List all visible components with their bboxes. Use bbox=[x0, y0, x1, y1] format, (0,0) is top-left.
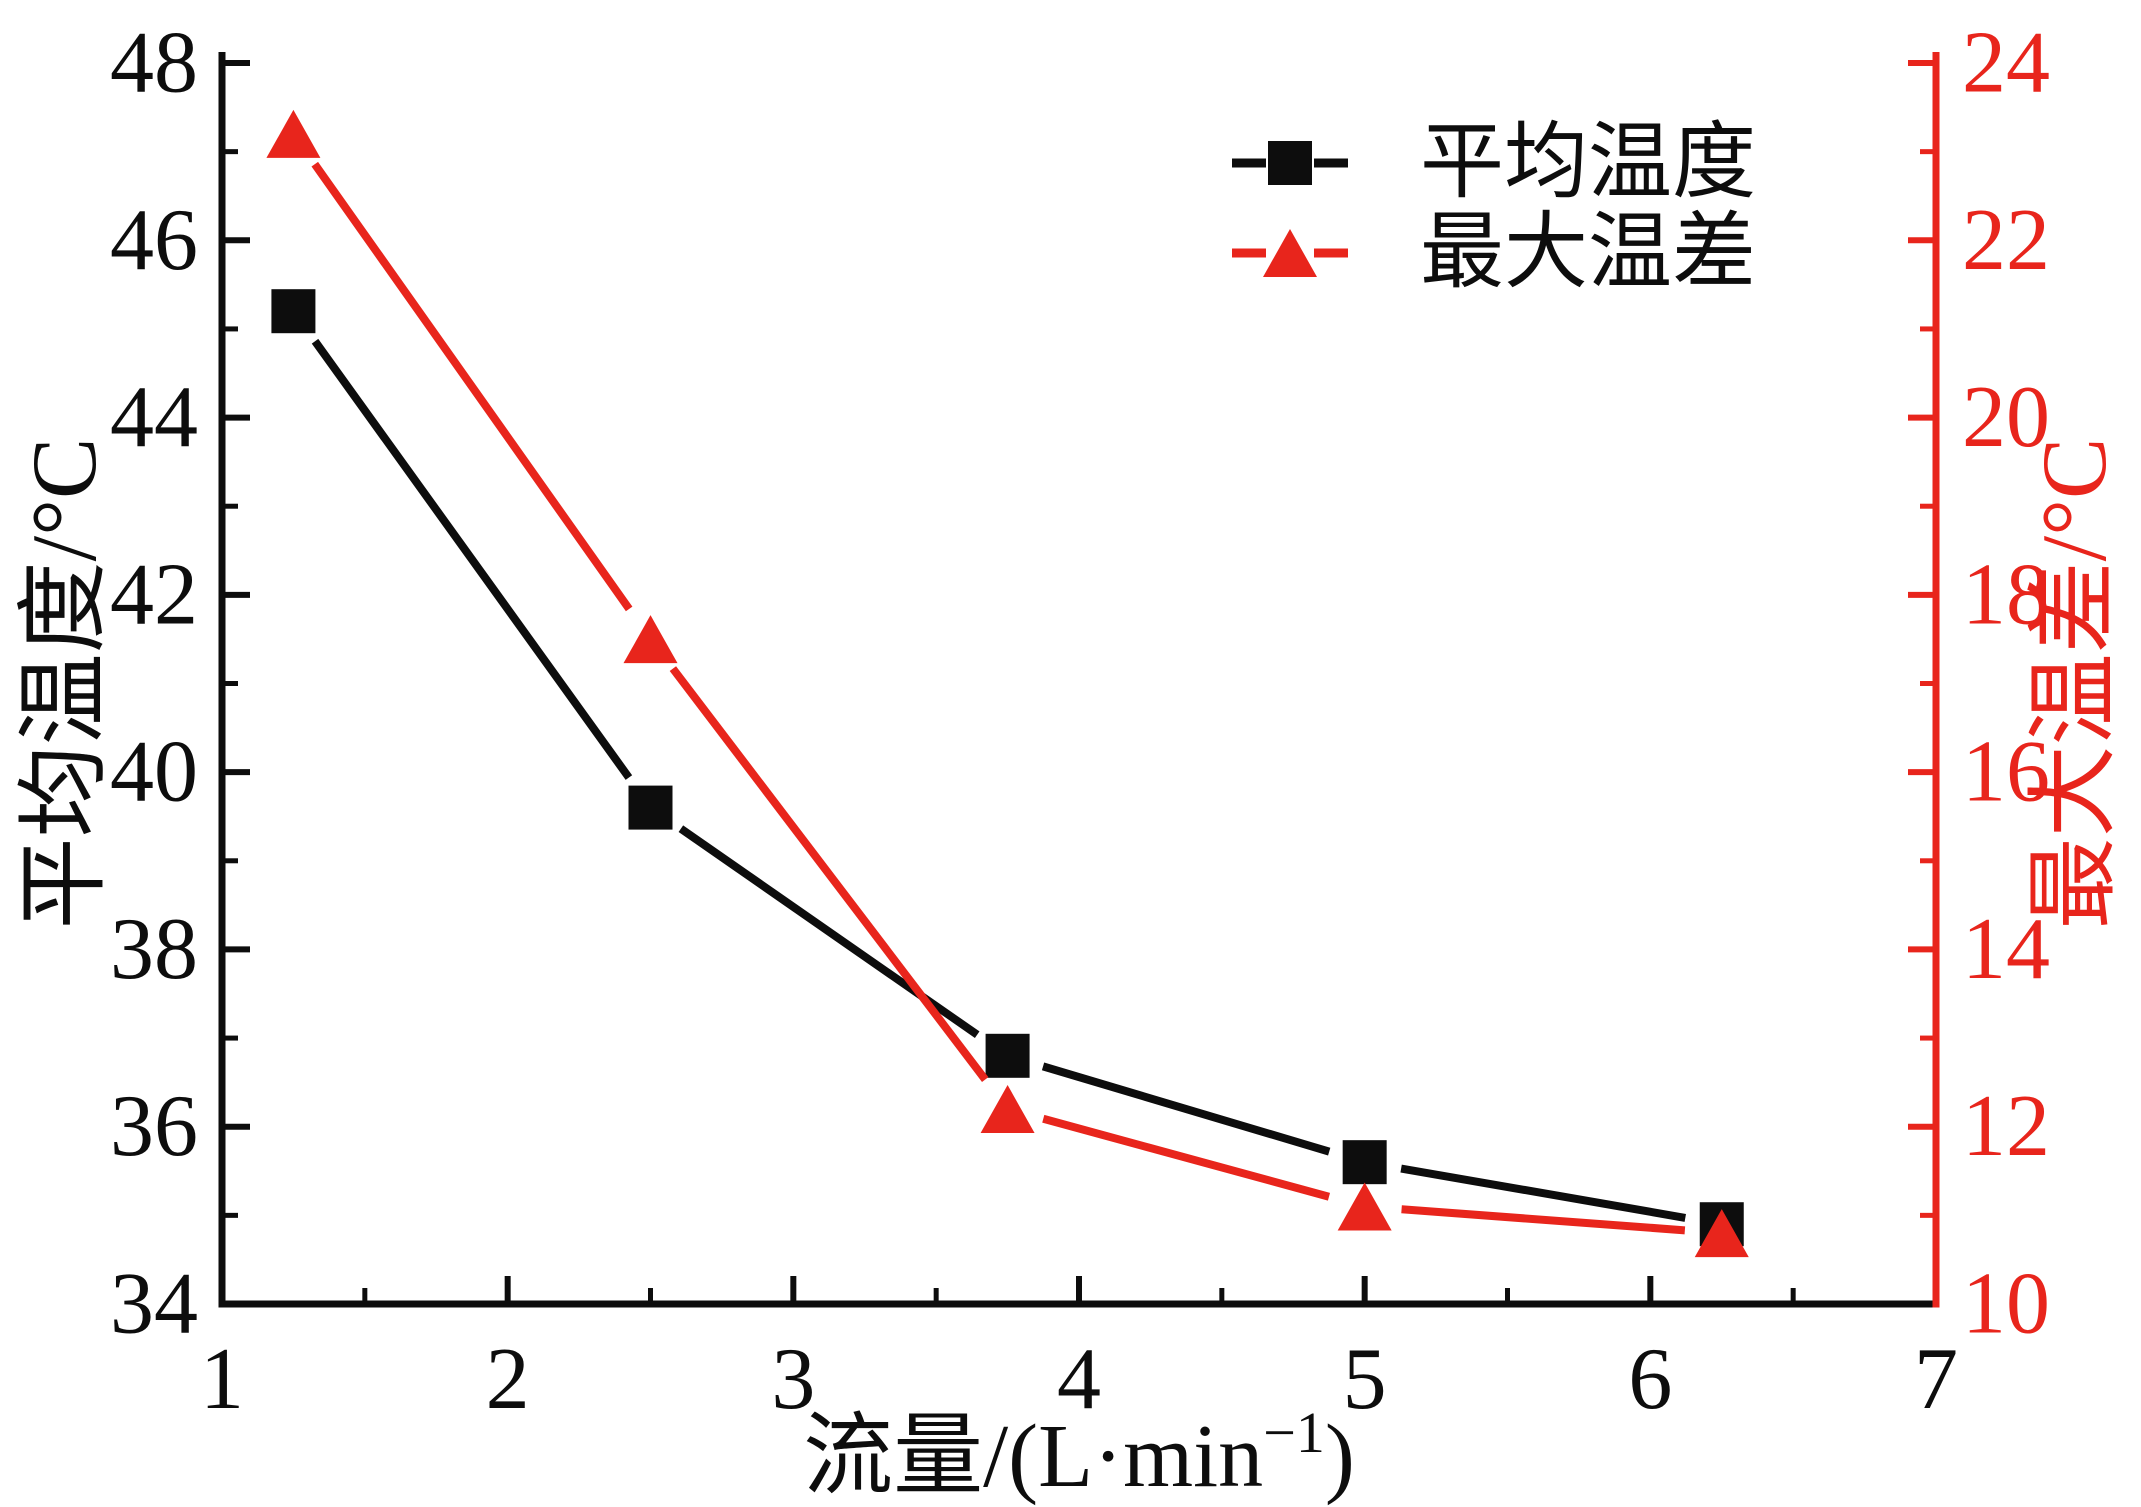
legend-triangle-marker-icon bbox=[1263, 229, 1317, 277]
legend-item-0: 平均温度 bbox=[1232, 117, 1756, 210]
left-tick-label: 40 bbox=[110, 724, 198, 821]
right-tick-label: 18 bbox=[1962, 546, 2050, 643]
data-point-marker bbox=[1337, 1182, 1392, 1231]
series-line-segment bbox=[1401, 1205, 1686, 1235]
right-axis-title: 最大温差/°C bbox=[2023, 438, 2125, 930]
right-tick-label: 12 bbox=[1962, 1078, 2050, 1175]
right-tick-label: 24 bbox=[1962, 15, 2050, 112]
left-tick-label: 36 bbox=[110, 1078, 198, 1175]
x-tick-label: 7 bbox=[1914, 1331, 1958, 1428]
right-tick-label: 14 bbox=[1962, 901, 2050, 998]
series-line-segment bbox=[1041, 1062, 1331, 1156]
series-1 bbox=[266, 109, 1749, 1258]
left-tick-label: 42 bbox=[110, 546, 198, 643]
data-point-marker bbox=[1694, 1209, 1749, 1258]
data-point-marker bbox=[628, 785, 673, 830]
left-tick-label: 44 bbox=[110, 369, 198, 466]
series-line-segment bbox=[311, 338, 633, 780]
right-tick-label: 20 bbox=[1962, 369, 2050, 466]
legend-label: 平均温度 bbox=[1420, 117, 1756, 210]
x-tick-label: 3 bbox=[771, 1331, 815, 1428]
axis-spines bbox=[218, 52, 1940, 1308]
x-tick-label: 5 bbox=[1343, 1331, 1387, 1428]
x-tick-label: 6 bbox=[1628, 1331, 1672, 1428]
x-tick-label: 4 bbox=[1057, 1331, 1101, 1428]
x-tick-label: 1 bbox=[200, 1331, 244, 1428]
series-line-segment bbox=[678, 825, 980, 1038]
series-line-segment bbox=[1042, 1114, 1331, 1201]
left-tick-label: 34 bbox=[110, 1256, 198, 1353]
data-point-marker bbox=[271, 289, 316, 334]
x-axis-title: 流量/(L·min−1) bbox=[803, 1400, 1355, 1506]
data-point-marker bbox=[1342, 1140, 1387, 1185]
left-tick-label: 48 bbox=[110, 15, 198, 112]
left-axis-title: 平均温度/°C bbox=[13, 438, 115, 930]
data-point-marker bbox=[980, 1084, 1035, 1133]
right-tick-label: 16 bbox=[1962, 724, 2050, 821]
data-point-marker bbox=[266, 109, 321, 158]
left-tick-label: 38 bbox=[110, 901, 198, 998]
series-line-segment bbox=[669, 666, 989, 1082]
legend-square-marker-icon bbox=[1268, 141, 1312, 185]
series-line-segment bbox=[311, 161, 633, 612]
series-line-segment bbox=[1400, 1164, 1686, 1222]
x-tick-label: 2 bbox=[486, 1331, 530, 1428]
left-tick-label: 46 bbox=[110, 192, 198, 289]
data-point-marker bbox=[623, 615, 678, 664]
data-point-marker bbox=[985, 1033, 1030, 1078]
right-tick-label: 22 bbox=[1962, 192, 2050, 289]
legend-label: 最大温差 bbox=[1420, 207, 1756, 300]
right-tick-label: 10 bbox=[1962, 1256, 2050, 1353]
tick-labels: 1 2 3 4 5 6 748464442403836342422201816141210平… bbox=[13, 15, 2125, 1507]
legend-item-1: 最大温差 bbox=[1232, 207, 1756, 300]
